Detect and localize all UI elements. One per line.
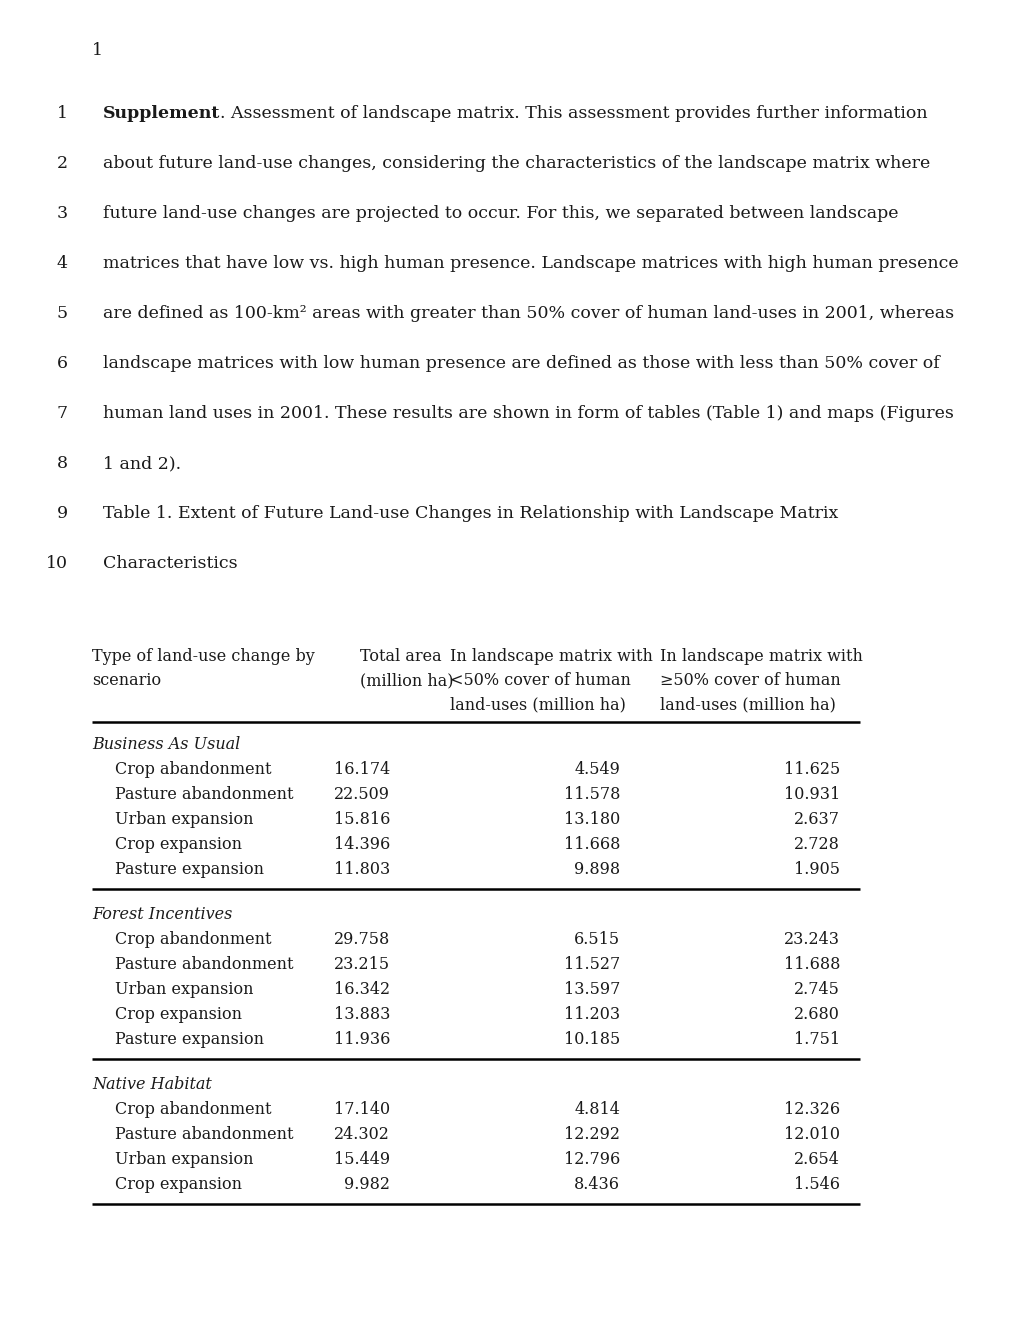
Text: 9.898: 9.898 bbox=[574, 861, 620, 878]
Text: 13.883: 13.883 bbox=[333, 1006, 389, 1023]
Text: 9: 9 bbox=[57, 506, 68, 521]
Text: 23.215: 23.215 bbox=[333, 956, 389, 973]
Text: 11.527: 11.527 bbox=[564, 956, 620, 973]
Text: 12.292: 12.292 bbox=[564, 1126, 620, 1143]
Text: 15.816: 15.816 bbox=[333, 810, 389, 828]
Text: Total area: Total area bbox=[360, 648, 441, 665]
Text: 29.758: 29.758 bbox=[333, 931, 389, 948]
Text: 2.728: 2.728 bbox=[794, 836, 840, 853]
Text: Urban expansion: Urban expansion bbox=[115, 810, 254, 828]
Text: 4: 4 bbox=[57, 255, 68, 272]
Text: Crop expansion: Crop expansion bbox=[115, 1176, 242, 1193]
Text: 1.546: 1.546 bbox=[793, 1176, 840, 1193]
Text: Crop abandonment: Crop abandonment bbox=[115, 931, 271, 948]
Text: 6.515: 6.515 bbox=[574, 931, 620, 948]
Text: 3: 3 bbox=[57, 205, 68, 222]
Text: 10.931: 10.931 bbox=[783, 785, 840, 803]
Text: 11.688: 11.688 bbox=[783, 956, 840, 973]
Text: 4.814: 4.814 bbox=[574, 1101, 620, 1118]
Text: scenario: scenario bbox=[92, 672, 161, 689]
Text: 12.010: 12.010 bbox=[784, 1126, 840, 1143]
Text: 12.326: 12.326 bbox=[784, 1101, 840, 1118]
Text: 17.140: 17.140 bbox=[333, 1101, 389, 1118]
Text: 1: 1 bbox=[92, 42, 103, 59]
Text: land-uses (million ha): land-uses (million ha) bbox=[449, 696, 626, 713]
Text: Forest Incentives: Forest Incentives bbox=[92, 906, 232, 923]
Text: 7: 7 bbox=[57, 405, 68, 422]
Text: 1.905: 1.905 bbox=[793, 861, 840, 878]
Text: In landscape matrix with: In landscape matrix with bbox=[659, 648, 862, 665]
Text: 16.174: 16.174 bbox=[333, 762, 389, 777]
Text: Native Habitat: Native Habitat bbox=[92, 1076, 212, 1093]
Text: Supplement: Supplement bbox=[103, 106, 220, 121]
Text: 10.185: 10.185 bbox=[564, 1031, 620, 1048]
Text: In landscape matrix with: In landscape matrix with bbox=[449, 648, 652, 665]
Text: 9.982: 9.982 bbox=[343, 1176, 389, 1193]
Text: . Assessment of landscape matrix. This assessment provides further information: . Assessment of landscape matrix. This a… bbox=[220, 106, 927, 121]
Text: ≥50% cover of human: ≥50% cover of human bbox=[659, 672, 840, 689]
Text: matrices that have low vs. high human presence. Landscape matrices with high hum: matrices that have low vs. high human pr… bbox=[103, 255, 958, 272]
Text: Pasture abandonment: Pasture abandonment bbox=[115, 956, 293, 973]
Text: 10: 10 bbox=[46, 554, 68, 572]
Text: Urban expansion: Urban expansion bbox=[115, 981, 254, 998]
Text: landscape matrices with low human presence are defined as those with less than 5: landscape matrices with low human presen… bbox=[103, 355, 938, 372]
Text: Crop expansion: Crop expansion bbox=[115, 836, 242, 853]
Text: 15.449: 15.449 bbox=[333, 1151, 389, 1168]
Text: 13.597: 13.597 bbox=[564, 981, 620, 998]
Text: human land uses in 2001. These results are shown in form of tables (Table 1) and: human land uses in 2001. These results a… bbox=[103, 405, 953, 422]
Text: 11.803: 11.803 bbox=[333, 861, 389, 878]
Text: Characteristics: Characteristics bbox=[103, 554, 237, 572]
Text: 11.936: 11.936 bbox=[333, 1031, 389, 1048]
Text: are defined as 100-km² areas with greater than 50% cover of human land-uses in 2: are defined as 100-km² areas with greate… bbox=[103, 305, 953, 322]
Text: about future land-use changes, considering the characteristics of the landscape : about future land-use changes, consideri… bbox=[103, 154, 929, 172]
Text: 14.396: 14.396 bbox=[333, 836, 389, 853]
Text: Business As Usual: Business As Usual bbox=[92, 737, 240, 752]
Text: 23.243: 23.243 bbox=[784, 931, 840, 948]
Text: 2.654: 2.654 bbox=[794, 1151, 840, 1168]
Text: Pasture expansion: Pasture expansion bbox=[115, 1031, 264, 1048]
Text: Pasture abandonment: Pasture abandonment bbox=[115, 785, 293, 803]
Text: <50% cover of human: <50% cover of human bbox=[449, 672, 631, 689]
Text: 4.549: 4.549 bbox=[574, 762, 620, 777]
Text: 2: 2 bbox=[57, 154, 68, 172]
Text: 1: 1 bbox=[57, 106, 68, 121]
Text: 1.751: 1.751 bbox=[793, 1031, 840, 1048]
Text: future land-use changes are projected to occur. For this, we separated between l: future land-use changes are projected to… bbox=[103, 205, 898, 222]
Text: 11.578: 11.578 bbox=[564, 785, 620, 803]
Text: 6: 6 bbox=[57, 355, 68, 372]
Text: 8: 8 bbox=[57, 455, 68, 473]
Text: 5: 5 bbox=[57, 305, 68, 322]
Text: (million ha): (million ha) bbox=[360, 672, 453, 689]
Text: 8.436: 8.436 bbox=[574, 1176, 620, 1193]
Text: 24.302: 24.302 bbox=[334, 1126, 389, 1143]
Text: 11.203: 11.203 bbox=[564, 1006, 620, 1023]
Text: Type of land-use change by: Type of land-use change by bbox=[92, 648, 315, 665]
Text: 2.680: 2.680 bbox=[794, 1006, 840, 1023]
Text: 2.637: 2.637 bbox=[793, 810, 840, 828]
Text: Pasture abandonment: Pasture abandonment bbox=[115, 1126, 293, 1143]
Text: Crop abandonment: Crop abandonment bbox=[115, 1101, 271, 1118]
Text: 11.625: 11.625 bbox=[783, 762, 840, 777]
Text: Crop expansion: Crop expansion bbox=[115, 1006, 242, 1023]
Text: Crop abandonment: Crop abandonment bbox=[115, 762, 271, 777]
Text: 13.180: 13.180 bbox=[564, 810, 620, 828]
Text: Pasture expansion: Pasture expansion bbox=[115, 861, 264, 878]
Text: 11.668: 11.668 bbox=[564, 836, 620, 853]
Text: 22.509: 22.509 bbox=[333, 785, 389, 803]
Text: Table 1. Extent of Future Land-use Changes in Relationship with Landscape Matrix: Table 1. Extent of Future Land-use Chang… bbox=[103, 506, 838, 521]
Text: land-uses (million ha): land-uses (million ha) bbox=[659, 696, 835, 713]
Text: 12.796: 12.796 bbox=[564, 1151, 620, 1168]
Text: 16.342: 16.342 bbox=[333, 981, 389, 998]
Text: Urban expansion: Urban expansion bbox=[115, 1151, 254, 1168]
Text: 2.745: 2.745 bbox=[794, 981, 840, 998]
Text: 1 and 2).: 1 and 2). bbox=[103, 455, 181, 473]
